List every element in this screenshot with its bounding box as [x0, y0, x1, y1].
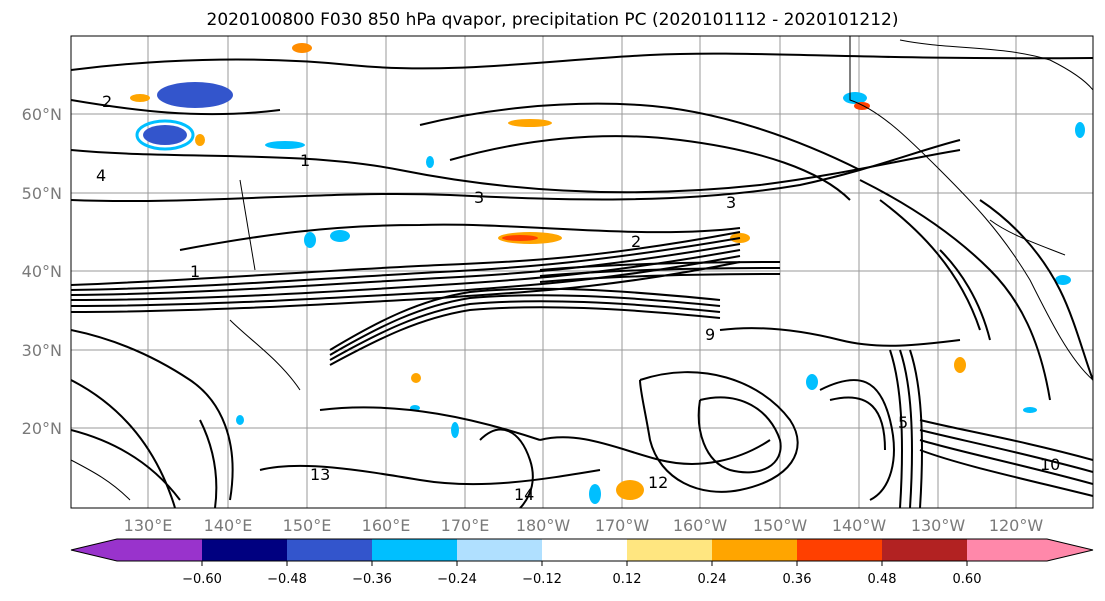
contour-label: 3 — [726, 193, 736, 212]
lat-label: 40°N — [22, 262, 62, 281]
latitude-labels: 60°N 50°N 40°N 30°N 20°N — [22, 105, 62, 438]
lon-label: 130°E — [124, 516, 173, 535]
colorbar-segment — [542, 539, 627, 561]
colorbar-tick: 0.48 — [868, 572, 897, 587]
contour-label: 4 — [96, 166, 106, 185]
colorbar-segment — [712, 539, 797, 561]
colorbar-segment — [457, 539, 542, 561]
colorbar-tick: −0.12 — [522, 572, 562, 587]
lat-label: 50°N — [22, 184, 62, 203]
colorbar-tick: 0.24 — [698, 572, 727, 587]
colorbar: −0.60 −0.48 −0.36 −0.24 −0.12 0.12 0.24 … — [70, 538, 1094, 587]
contour-labels: 2 1 3 4 2 1 3 9 13 14 12 10 5 — [96, 92, 1060, 504]
contour-label: 10 — [1040, 455, 1060, 474]
colorbar-tick: 0.12 — [613, 572, 642, 587]
lon-label: 170°W — [595, 516, 650, 535]
colorbar-segment — [202, 539, 287, 561]
lat-label: 20°N — [22, 419, 62, 438]
plot-area — [71, 36, 1093, 508]
plot-frame — [70, 35, 1094, 509]
lon-label: 140°E — [204, 516, 253, 535]
contour-label: 9 — [705, 325, 715, 344]
coastlines — [71, 36, 1093, 501]
colorbar-tick: −0.24 — [437, 572, 477, 587]
lon-label: 180°W — [516, 516, 571, 535]
lon-label: 150°E — [283, 516, 332, 535]
colorbar-tick: −0.60 — [182, 572, 222, 587]
colorbar-segment — [882, 539, 967, 561]
lat-label: 30°N — [22, 341, 62, 360]
colorbar-segment — [287, 539, 372, 561]
gridlines — [71, 36, 1093, 508]
map-title: 2020100800 F030 850 hPa qvapor, precipit… — [206, 10, 899, 30]
contour-label: 3 — [474, 188, 484, 207]
lon-label: 120°W — [989, 516, 1044, 535]
contour-label: 2 — [102, 92, 112, 111]
colorbar-segment — [627, 539, 712, 561]
precip-shading — [130, 43, 1085, 504]
lon-label: 140°W — [832, 516, 887, 535]
qvapor-contours — [71, 52, 1093, 508]
contour-label: 5 — [898, 413, 908, 432]
colorbar-tick: −0.36 — [352, 572, 392, 587]
lon-label: 130°W — [911, 516, 966, 535]
lon-label: 170°E — [441, 516, 490, 535]
colorbar-segment — [967, 539, 1047, 561]
colorbar-segment — [372, 539, 457, 561]
lon-label: 160°W — [673, 516, 728, 535]
contour-label: 14 — [514, 485, 534, 504]
contour-label: 1 — [300, 151, 310, 170]
colorbar-outline — [70, 538, 1094, 562]
colorbar-tick: −0.48 — [267, 572, 307, 587]
colorbar-tick: 0.36 — [783, 572, 812, 587]
colorbar-segment — [117, 539, 202, 561]
lon-label: 160°E — [362, 516, 411, 535]
colorbar-arrow-left — [71, 539, 117, 561]
contour-label: 1 — [190, 262, 200, 281]
contour-label: 13 — [310, 465, 330, 484]
colorbar-tick: 0.60 — [953, 572, 982, 587]
colorbar-segment — [797, 539, 882, 561]
lon-label: 150°W — [753, 516, 808, 535]
contour-label: 2 — [631, 232, 641, 251]
contour-label: 12 — [648, 473, 668, 492]
longitude-labels: 130°E 140°E 150°E 160°E 170°E 180°W 170°… — [124, 516, 1044, 535]
colorbar-arrow-right — [1047, 539, 1093, 561]
lat-label: 60°N — [22, 105, 62, 124]
